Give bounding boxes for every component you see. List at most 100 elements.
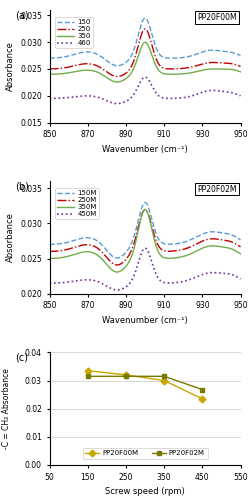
150M: [239, 237, 242, 243]
150: [116, 62, 119, 68]
150: [140, 20, 143, 26]
350M: [48, 256, 51, 262]
150M: [140, 204, 143, 210]
250M: [152, 230, 155, 236]
150: [152, 38, 155, 44]
PP20F00M: [201, 396, 204, 402]
250M: [139, 215, 142, 221]
PP20F00M: [86, 368, 89, 374]
460: [235, 91, 238, 97]
450M: [144, 245, 147, 251]
450M: [239, 276, 242, 282]
350: [205, 66, 208, 72]
460: [144, 74, 147, 80]
350: [162, 71, 165, 77]
150: [162, 54, 165, 60]
460: [205, 88, 208, 94]
350M: [140, 212, 143, 218]
Text: (c): (c): [15, 352, 28, 362]
150: [239, 52, 242, 59]
PP20F00M: [124, 372, 127, 378]
150: [139, 23, 142, 29]
150M: [139, 208, 142, 214]
350M: [205, 244, 208, 250]
150M: [116, 255, 119, 261]
Line: PP20F00M: PP20F00M: [85, 368, 205, 402]
Line: 150: 150: [50, 18, 241, 66]
350M: [235, 248, 238, 254]
X-axis label: Wavenumber (cm⁻¹): Wavenumber (cm⁻¹): [102, 145, 188, 154]
PP20F00M: [163, 378, 166, 384]
350: [139, 46, 142, 52]
450M: [116, 287, 119, 293]
350M: [116, 269, 119, 275]
Legend: PP20F00M, PP20F02M: PP20F00M, PP20F02M: [83, 448, 208, 460]
250: [239, 64, 242, 70]
350M: [144, 206, 147, 212]
350: [239, 69, 242, 75]
460: [162, 95, 165, 101]
X-axis label: Wavenumber (cm⁻¹): Wavenumber (cm⁻¹): [102, 316, 188, 325]
350: [235, 68, 238, 73]
150M: [152, 223, 155, 229]
450M: [162, 280, 165, 285]
460: [48, 96, 51, 102]
Line: 460: 460: [50, 77, 241, 104]
250M: [205, 236, 208, 242]
250M: [116, 262, 119, 268]
250: [48, 66, 51, 72]
PP20F02M: [163, 374, 166, 380]
250: [116, 74, 119, 80]
460: [140, 76, 143, 82]
450M: [48, 280, 51, 286]
450M: [140, 249, 143, 255]
460: [116, 100, 119, 106]
Text: PP20F02M: PP20F02M: [197, 184, 237, 194]
250M: [239, 244, 242, 250]
250: [205, 60, 208, 66]
150: [48, 55, 51, 61]
250: [144, 26, 147, 32]
Legend: 150, 250, 350, 460: 150, 250, 350, 460: [55, 17, 93, 48]
Text: (a): (a): [15, 10, 29, 20]
250M: [162, 248, 165, 254]
250: [235, 62, 238, 68]
450M: [205, 270, 208, 276]
250: [139, 34, 142, 40]
250: [162, 66, 165, 71]
350: [48, 72, 51, 78]
250M: [48, 248, 51, 254]
Line: 450M: 450M: [50, 248, 241, 290]
PP20F02M: [124, 374, 127, 380]
Text: PP20F00M: PP20F00M: [197, 14, 237, 22]
350M: [162, 254, 165, 260]
Line: 250M: 250M: [50, 210, 241, 265]
X-axis label: Screw speed (rpm): Screw speed (rpm): [105, 487, 185, 496]
150M: [205, 230, 208, 235]
Line: 150M: 150M: [50, 202, 241, 258]
150M: [162, 240, 165, 246]
250M: [235, 242, 238, 248]
150: [144, 15, 147, 21]
350: [140, 43, 143, 49]
Y-axis label: -C = CH₂ Absorbance: -C = CH₂ Absorbance: [2, 368, 11, 449]
PP20F02M: [201, 386, 204, 392]
250: [152, 48, 155, 54]
250: [140, 30, 143, 36]
450M: [139, 252, 142, 258]
450M: [152, 265, 155, 271]
Y-axis label: Absorbance: Absorbance: [5, 212, 15, 262]
Legend: 150M, 250M, 350M, 450M: 150M, 250M, 350M, 450M: [55, 188, 99, 220]
Line: 250: 250: [50, 29, 241, 76]
250M: [144, 206, 147, 212]
Text: (b): (b): [15, 181, 29, 191]
PP20F02M: [86, 374, 89, 380]
460: [139, 78, 142, 84]
350: [152, 58, 155, 64]
350M: [152, 234, 155, 240]
350M: [239, 251, 242, 257]
150M: [144, 200, 147, 205]
150: [235, 51, 238, 57]
Line: PP20F02M: PP20F02M: [85, 374, 205, 392]
350: [144, 40, 147, 46]
